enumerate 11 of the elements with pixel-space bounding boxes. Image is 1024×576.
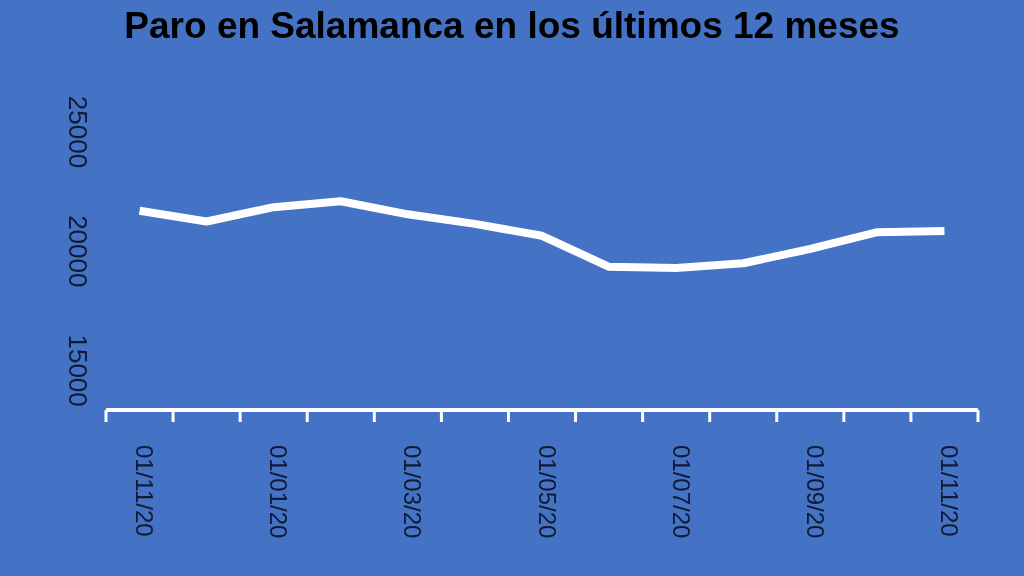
y-tick-label: 15000 — [63, 334, 93, 407]
x-tick-label: 01/05/20 — [533, 445, 561, 539]
x-tick-label: 01/09/20 — [801, 445, 829, 539]
x-tick-label: 01/11/20 — [131, 445, 159, 537]
y-tick-label: 20000 — [63, 215, 93, 288]
x-tick-label: 01/11/20 — [935, 445, 963, 537]
x-tick-label: 01/03/20 — [399, 445, 427, 539]
x-tick-label: 01/07/20 — [667, 445, 695, 539]
y-tick-label: 25000 — [63, 95, 93, 169]
chart-title: Paro en Salamanca en los últimos 12 meses — [123, 4, 901, 48]
x-tick-label: 01/01/20 — [265, 445, 293, 539]
